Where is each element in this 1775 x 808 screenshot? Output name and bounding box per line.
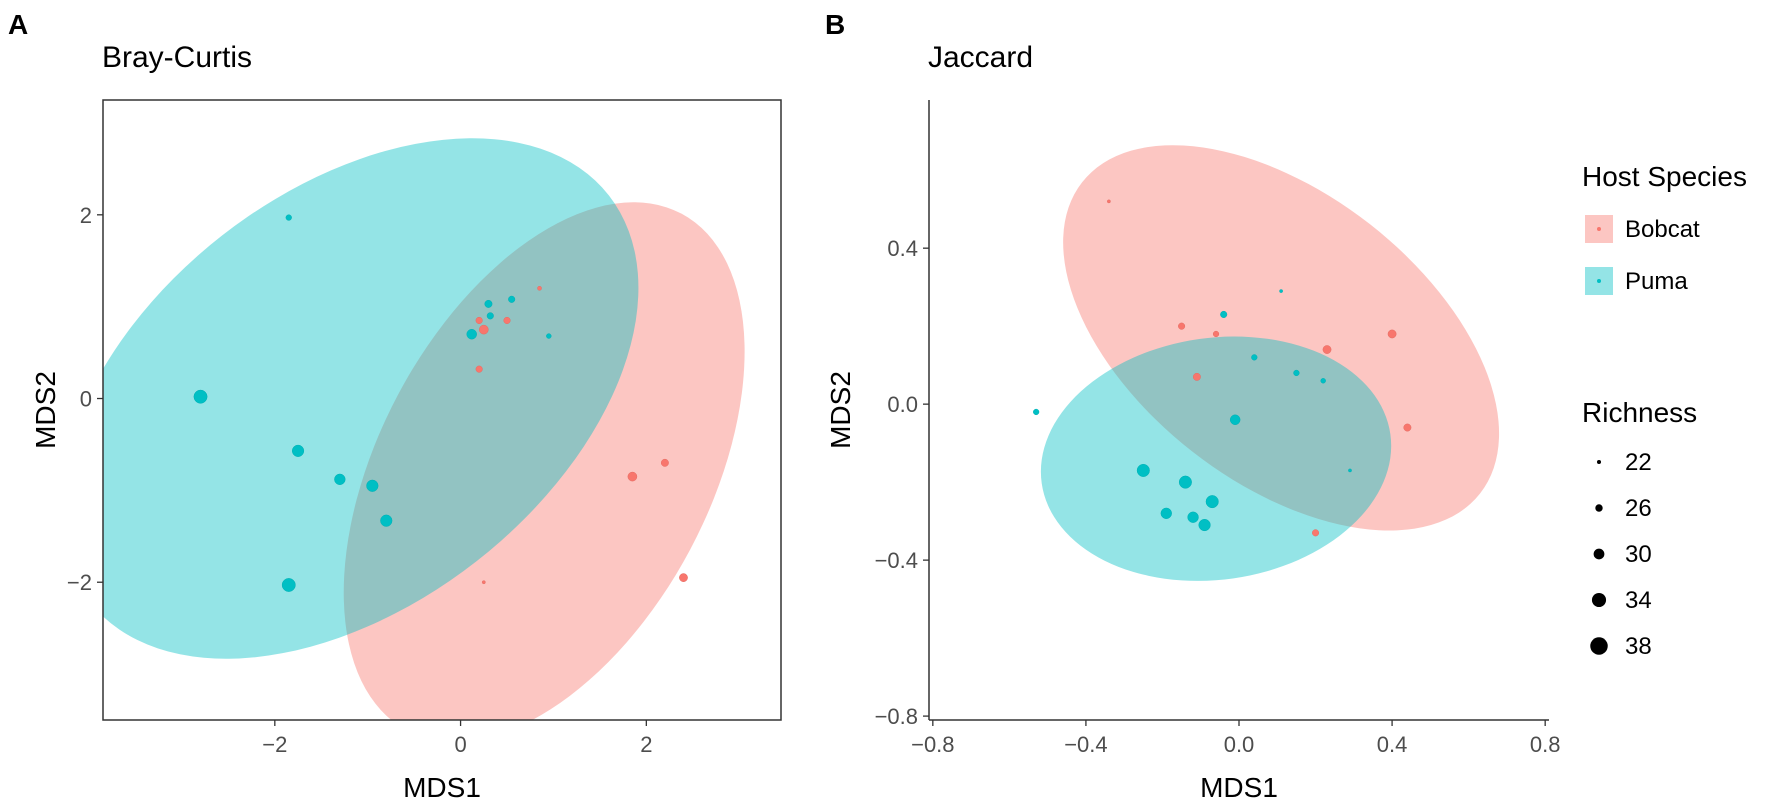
data-point-bobcat — [1178, 322, 1186, 330]
panel-b-ellipses — [1040, 145, 1500, 581]
data-point-puma — [1178, 475, 1192, 489]
data-point-bobcat — [1312, 529, 1320, 537]
panel-a-points — [193, 214, 688, 592]
data-point-bobcat — [1192, 372, 1201, 381]
panel-a-x-axis-title: MDS1 — [403, 772, 481, 803]
data-point-puma — [1293, 369, 1300, 377]
panel-a: A Bray-Curtis −2 0 2 −2 0 2 MDS1 MDS2 — [8, 9, 782, 803]
legend-size-label: 38 — [1625, 633, 1652, 660]
data-point-bobcat — [479, 324, 489, 335]
data-point-puma — [1187, 511, 1199, 523]
legend-size-key — [1591, 592, 1607, 608]
data-point-bobcat — [1322, 345, 1332, 354]
panel-a-tag: A — [8, 9, 28, 40]
legend-size-label: 34 — [1625, 587, 1652, 614]
data-point-puma — [291, 444, 305, 457]
data-point-puma — [380, 514, 393, 527]
data-point-bobcat — [627, 471, 638, 482]
data-point-bobcat — [503, 316, 511, 324]
data-point-puma — [1279, 289, 1283, 293]
panel-b-tag: B — [825, 9, 845, 40]
data-point-bobcat — [475, 365, 483, 373]
x-tick-label: 0.0 — [1224, 732, 1255, 757]
data-point-puma — [1160, 507, 1172, 519]
panel-b-points — [1033, 199, 1412, 537]
panel-b-x-axis-title: MDS1 — [1200, 772, 1278, 803]
x-tick-label: 0 — [454, 732, 466, 757]
data-point-puma — [366, 479, 379, 492]
data-point-puma — [1251, 354, 1258, 361]
panel-b-axes: −0.8 −0.4 0.0 0.4 0.8 −0.8 −0.4 0.0 0.4 — [875, 100, 1561, 757]
panel-b: B Jaccard −0.8 −0.4 0.0 0.4 0.8 −0.8 −0.4 0.0 0.… — [825, 9, 1561, 803]
data-point-puma — [1205, 495, 1219, 509]
panel-a-y-axis-title: MDS2 — [30, 371, 61, 449]
legend-label-bobcat: Bobcat — [1625, 216, 1700, 243]
data-point-bobcat — [679, 573, 688, 582]
legend-size-key — [1593, 548, 1605, 560]
y-tick-label: −0.8 — [875, 704, 918, 729]
data-point-puma — [1136, 463, 1150, 477]
legend: Host Species Bobcat Puma Richness 22 26 30 3… — [1582, 161, 1747, 660]
panel-a-plot-border — [102, 99, 782, 721]
legend-size-label: 26 — [1625, 495, 1652, 522]
x-tick-label: −0.4 — [1064, 732, 1107, 757]
data-point-puma — [1348, 468, 1352, 473]
legend-key-dot — [1597, 279, 1601, 283]
x-tick-label: 0.4 — [1377, 732, 1408, 757]
data-point-bobcat — [475, 316, 483, 324]
x-tick-label: −0.8 — [911, 732, 954, 757]
data-point-puma — [486, 312, 494, 320]
x-tick-label: 2 — [640, 732, 652, 757]
data-point-puma — [1198, 518, 1211, 532]
y-tick-label: −0.4 — [875, 548, 918, 573]
confidence-ellipse-bobcat — [1063, 145, 1500, 531]
data-point-puma — [1033, 408, 1040, 416]
data-point-puma — [1220, 310, 1228, 318]
legend-size-key — [1590, 637, 1608, 655]
data-point-puma — [1229, 414, 1241, 425]
legend-label-puma: Puma — [1625, 268, 1688, 295]
legend-key-dot — [1597, 227, 1601, 231]
legend-richness-items: 22 26 30 34 38 — [1590, 449, 1652, 660]
y-tick-label: 2 — [80, 203, 92, 228]
panel-a-ellipses — [103, 138, 745, 720]
legend-size-label: 30 — [1625, 541, 1652, 568]
data-point-bobcat — [1387, 329, 1397, 339]
data-point-bobcat — [537, 286, 542, 291]
x-tick-label: −2 — [262, 732, 287, 757]
panel-a-axes: −2 0 2 −2 0 2 — [67, 203, 653, 757]
data-point-puma — [508, 295, 516, 303]
panel-a-title: Bray-Curtis — [102, 41, 252, 74]
legend-richness-title: Richness — [1582, 397, 1697, 428]
data-point-puma — [193, 389, 208, 404]
confidence-ellipse-puma — [103, 138, 639, 659]
data-point-bobcat — [660, 458, 669, 467]
legend-size-key — [1595, 504, 1603, 512]
legend-host-species-title: Host Species — [1582, 161, 1747, 192]
legend-size-label: 22 — [1625, 449, 1652, 476]
data-point-bobcat — [1212, 330, 1220, 338]
data-point-bobcat — [481, 580, 486, 585]
y-tick-label: 0 — [80, 387, 92, 412]
data-point-puma — [1320, 378, 1326, 384]
data-point-puma — [546, 333, 552, 339]
confidence-ellipse-bobcat — [343, 202, 745, 720]
data-point-puma — [466, 329, 477, 340]
x-tick-label: 0.8 — [1530, 732, 1561, 757]
panel-b-y-axis-title: MDS2 — [825, 371, 856, 449]
y-tick-label: 0.4 — [887, 236, 918, 261]
data-point-puma — [281, 578, 296, 592]
data-point-puma — [285, 214, 292, 221]
data-point-puma — [334, 473, 346, 485]
y-tick-label: −2 — [67, 570, 92, 595]
legend-host-species-items: Bobcat Puma — [1585, 215, 1700, 295]
legend-size-key — [1596, 459, 1602, 465]
data-point-bobcat — [1107, 199, 1111, 204]
y-tick-label: 0.0 — [887, 392, 918, 417]
confidence-ellipse-puma — [1040, 336, 1392, 581]
data-point-bobcat — [1403, 423, 1412, 432]
panel-b-title: Jaccard — [928, 41, 1033, 74]
data-point-puma — [484, 299, 493, 308]
